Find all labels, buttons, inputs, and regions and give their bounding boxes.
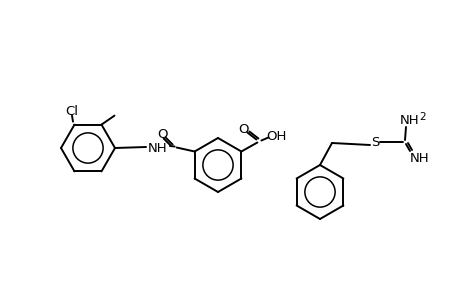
Text: NH: NH xyxy=(409,152,429,164)
Text: NH: NH xyxy=(148,142,168,154)
Text: 2: 2 xyxy=(419,112,425,122)
Text: Cl: Cl xyxy=(65,105,78,118)
Text: OH: OH xyxy=(266,130,286,143)
Text: O: O xyxy=(238,123,248,136)
Text: NH: NH xyxy=(399,113,419,127)
Text: O: O xyxy=(157,128,168,141)
Text: S: S xyxy=(370,136,378,148)
